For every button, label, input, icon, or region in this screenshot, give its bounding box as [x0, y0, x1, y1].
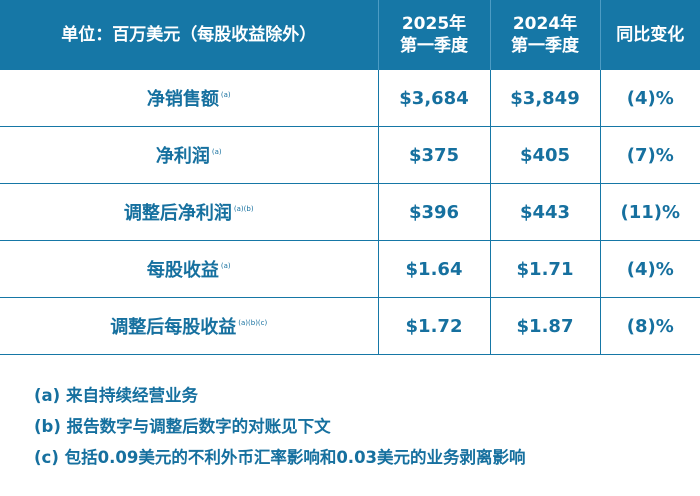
footnote-ref: (a): [220, 262, 231, 270]
footnote-b: (b) 报告数字与调整后数字的对账见下文: [34, 417, 331, 436]
footnote-c: (c) 包括0.09美元的不利外币汇率影响和0.03美元的业务剥离影响: [34, 448, 526, 467]
footnote-ref: (a): [220, 91, 231, 99]
yoy-change: (4)%: [599, 240, 700, 298]
footnote-ref: (a)(b)(c): [238, 319, 268, 327]
financial-summary-table: 单位：百万美元（每股收益除外） 2025年 第一季度 2024年 第一季度 同比变化…: [0, 0, 700, 355]
yoy-change: (8)%: [599, 297, 700, 355]
row-label: 净利润 (a): [0, 126, 378, 184]
footnote-ref: (a): [211, 148, 222, 156]
header-quarter: 第一季度: [400, 36, 468, 56]
footnote-ref: (a)(b): [233, 205, 254, 213]
metric-name: 每股收益: [146, 260, 219, 281]
row-label: 净销售额 (a): [0, 70, 378, 127]
header-year: 2024年: [512, 14, 578, 34]
metric-name: 净利润: [155, 146, 210, 167]
header-quarter: 第一季度: [511, 36, 579, 56]
header-2024q1: 2024年 第一季度: [489, 0, 600, 70]
metric-name: 调整后每股收益: [110, 317, 237, 338]
table-row: 净利润 (a) $375 $405 (7)%: [0, 126, 700, 184]
table-row: 调整后每股收益 (a)(b)(c) $1.72 $1.87 (8)%: [0, 297, 700, 355]
value-2024q1: $405: [489, 126, 600, 184]
value-2025q1: $1.72: [377, 297, 490, 355]
header-2025q1: 2025年 第一季度: [377, 0, 490, 70]
yoy-change: (7)%: [599, 126, 700, 184]
value-2024q1: $3,849: [489, 70, 600, 127]
header-year: 2025年: [401, 14, 467, 34]
header-yoy-change: 同比变化: [599, 0, 700, 70]
metric-name: 调整后净利润: [123, 203, 232, 224]
table-row: 每股收益 (a) $1.64 $1.71 (4)%: [0, 240, 700, 298]
value-2025q1: $375: [377, 126, 490, 184]
row-label: 每股收益 (a): [0, 240, 378, 298]
value-2025q1: $1.64: [377, 240, 490, 298]
table-row: 净销售额 (a) $3,684 $3,849 (4)%: [0, 70, 700, 127]
footnotes: (a) 来自持续经营业务 (b) 报告数字与调整后数字的对账见下文 (c) 包括…: [34, 380, 526, 473]
value-2024q1: $1.71: [489, 240, 600, 298]
unit-header: 单位：百万美元（每股收益除外）: [0, 0, 378, 70]
row-label: 调整后净利润 (a)(b): [0, 183, 378, 241]
value-2024q1: $1.87: [489, 297, 600, 355]
table-row: 调整后净利润 (a)(b) $396 $443 (11)%: [0, 183, 700, 241]
yoy-change: (4)%: [599, 70, 700, 127]
value-2024q1: $443: [489, 183, 600, 241]
header-row: 单位：百万美元（每股收益除外） 2025年 第一季度 2024年 第一季度 同比变化: [0, 0, 700, 70]
yoy-change: (11)%: [599, 183, 700, 241]
metric-name: 净销售额: [146, 89, 219, 110]
value-2025q1: $3,684: [377, 70, 490, 127]
value-2025q1: $396: [377, 183, 490, 241]
row-label: 调整后每股收益 (a)(b)(c): [0, 297, 378, 355]
footnote-a: (a) 来自持续经营业务: [34, 386, 198, 405]
